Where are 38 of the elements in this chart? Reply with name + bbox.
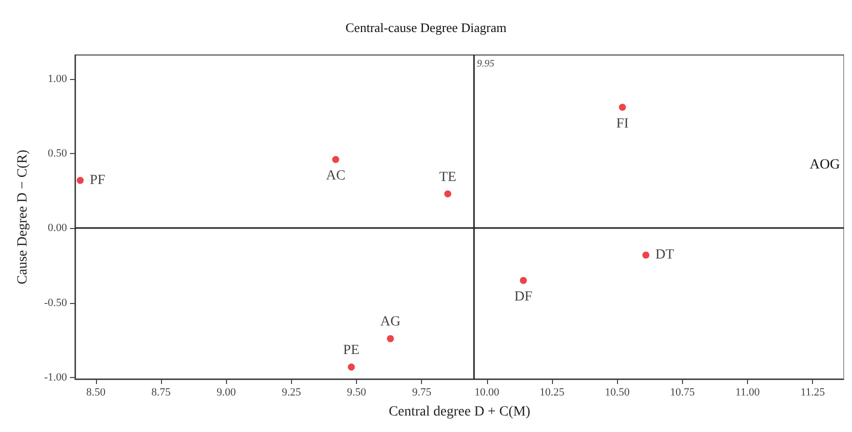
data-label: FI bbox=[616, 116, 629, 132]
x-tick-label: 10.75 bbox=[670, 386, 696, 398]
x-tick-label: 8.75 bbox=[151, 386, 172, 398]
annotation: AOG bbox=[810, 158, 840, 172]
y-axis-title: Cause Degree D − C(R) bbox=[16, 149, 30, 284]
point bbox=[520, 276, 527, 284]
point bbox=[332, 156, 340, 164]
y-tick-label: 0.00 bbox=[48, 222, 68, 234]
ref-line-label: 9.95 bbox=[476, 58, 494, 70]
y-tick-label: 1.00 bbox=[48, 72, 68, 85]
x-tick-label: 9.25 bbox=[282, 386, 302, 398]
x-tick-label: 10.00 bbox=[474, 386, 500, 398]
data-label: TE bbox=[439, 170, 456, 185]
x-tick-label: 9.00 bbox=[216, 386, 236, 398]
data-label: DF bbox=[514, 289, 533, 304]
x-tick-label: 11.25 bbox=[800, 386, 826, 398]
x-tick-label: 11.00 bbox=[735, 386, 760, 398]
point bbox=[444, 190, 452, 198]
x-tick-label: 10.50 bbox=[604, 386, 630, 398]
chart-title: Central-cause Degree Diagram bbox=[346, 20, 506, 35]
x-tick-label: 8.50 bbox=[86, 386, 106, 398]
x-axis-title: Central degree D + C(M) bbox=[388, 404, 531, 420]
point bbox=[348, 364, 355, 371]
y-tick-label: 0.50 bbox=[48, 148, 68, 160]
x-tick-label: 10.25 bbox=[540, 386, 565, 398]
data-label: AG bbox=[380, 314, 401, 330]
point bbox=[386, 335, 394, 342]
data-label: AC bbox=[326, 168, 346, 184]
x-tick-label: 9.75 bbox=[412, 386, 432, 398]
data-label: PE bbox=[343, 343, 360, 358]
x-tick-label: 9.50 bbox=[346, 386, 367, 398]
y-tick-label: -0.50 bbox=[44, 296, 68, 309]
data-label: DT bbox=[655, 248, 674, 263]
point bbox=[618, 104, 626, 111]
point bbox=[642, 252, 650, 259]
point bbox=[76, 176, 84, 184]
y-tick-label: -1.00 bbox=[44, 372, 68, 384]
data-label: PF bbox=[90, 172, 106, 188]
